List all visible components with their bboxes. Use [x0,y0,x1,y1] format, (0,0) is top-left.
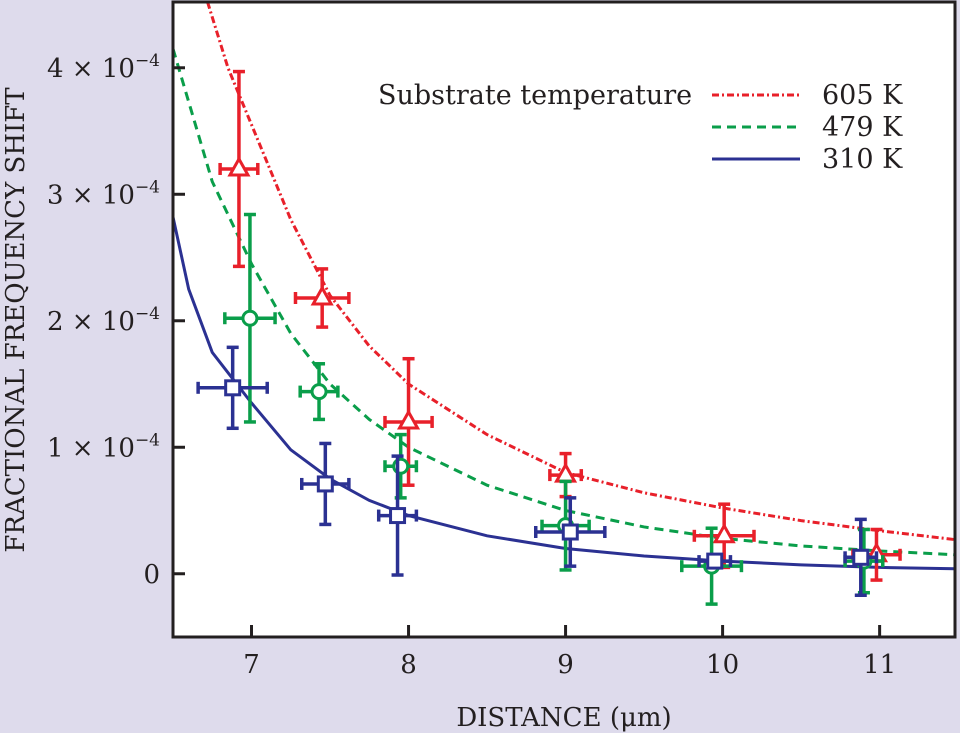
legend-label: 605 K [822,80,903,111]
x-tick-label: 11 [863,650,896,680]
x-tick-label: 8 [400,650,417,680]
data-point [697,552,733,570]
data-point [533,496,607,568]
data-point [218,69,260,269]
triangle-marker [712,522,736,544]
data-points [196,69,902,606]
square-marker [852,548,870,566]
data-point [300,441,351,527]
y-tick-label: 3 × 10−4 [47,177,160,210]
triangle-marker [310,284,334,306]
square-marker [389,507,407,525]
x-tick-label: 9 [557,650,574,680]
legend-label: 479 K [822,112,903,143]
fit-curve-605k [206,1,956,542]
legend-title: Substrate temperature [378,80,692,111]
circle-marker [241,309,259,327]
triangle-marker [396,408,421,430]
circle-marker [310,383,328,401]
data-point [376,454,419,577]
x-axis-label: DISTANCE (μm) [456,703,671,733]
y-axis-label: FRACTIONAL FREQUENCY SHIFT [1,87,31,553]
axes: 7 8 9 10 11 0 1 × 10−4 2 × 10−4 3 × 10−4 4 × 10−4 [47,51,896,680]
fit-curve-479k [171,48,956,557]
square-marker [224,379,242,397]
data-point [196,345,269,431]
legend-label: 310 K [822,144,903,175]
data-point [383,356,434,487]
data-point [843,517,879,598]
triangle-marker [227,155,251,177]
y-tick-label: 0 [143,560,160,590]
square-marker [316,475,334,493]
data-point [298,362,340,422]
square-marker [706,552,724,570]
square-marker [561,523,579,541]
y-tick-label: 4 × 10−4 [47,51,160,84]
data-point [692,502,756,570]
x-tick-label: 10 [706,650,739,680]
data-point [293,267,351,329]
y-tick-label: 2 × 10−4 [47,304,160,337]
y-tick-label: 1 × 10−4 [47,430,160,463]
circle-marker [392,457,410,475]
x-tick-label: 7 [243,650,260,680]
